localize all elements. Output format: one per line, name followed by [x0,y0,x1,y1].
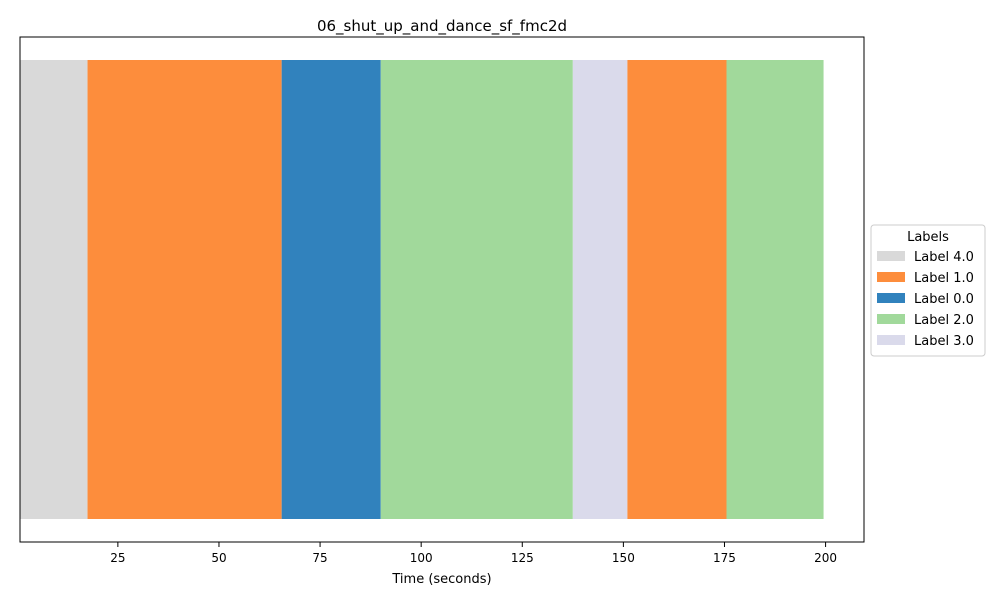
legend: Labels Label 4.0 Label 1.0 Label 0.0 Label … [870,224,986,357]
x-tick-label: 150 [612,551,635,565]
x-tick-label: 100 [410,551,433,565]
x-tick-label: 75 [312,551,327,565]
x-tick-label: 200 [814,551,837,565]
legend-label: Label 2.0 [914,313,974,328]
legend-label: Label 1.0 [914,271,974,286]
legend-swatch [877,314,905,324]
segment-bar-4 [380,60,573,519]
legend-swatch [877,293,905,303]
segment-bar-3 [281,60,381,519]
segment-bar-7 [726,60,824,519]
segment-bar-1 [20,60,88,519]
legend-label: Label 3.0 [914,334,974,349]
x-tick-label: 175 [713,551,736,565]
legend-label: Label 4.0 [914,250,974,265]
x-axis-label: Time (seconds) [391,572,491,587]
segments-layer [20,60,824,519]
x-tick-label: 125 [511,551,534,565]
segment-bar-6 [627,60,727,519]
x-axis: 25 50 75 100 125 150 175 200 [110,542,837,565]
legend-swatch [877,251,905,261]
segment-bar-2 [87,60,282,519]
segment-bar-5 [572,60,628,519]
legend-label: Label 0.0 [914,292,974,307]
legend-swatch [877,335,905,345]
legend-title: Labels [907,230,949,245]
plot-frame [19,36,865,543]
x-tick-label: 25 [110,551,125,565]
chart-title: 06_shut_up_and_dance_sf_fmc2d [317,17,567,36]
legend-swatch [877,272,905,282]
x-tick-label: 50 [211,551,226,565]
